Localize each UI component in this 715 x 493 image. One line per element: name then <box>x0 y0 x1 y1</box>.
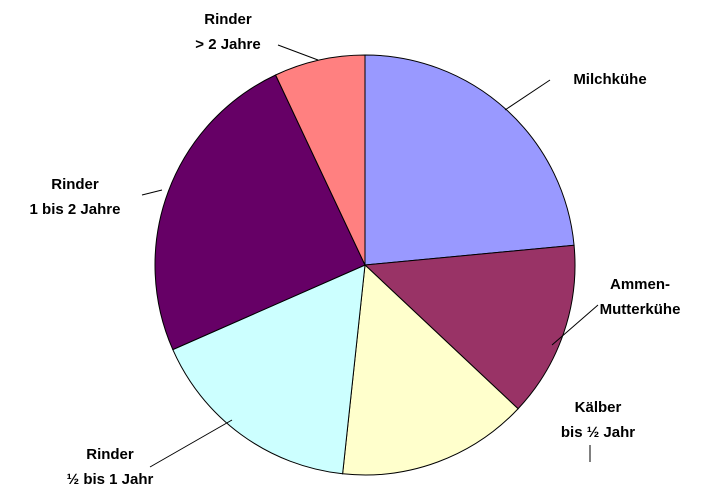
pie-slice <box>172 264 366 475</box>
pie-slice <box>274 54 366 266</box>
slice-label: Rinder <box>204 11 252 28</box>
pie-slice <box>363 244 576 410</box>
slice-label: Kälber <box>575 399 622 416</box>
pie-slice <box>342 263 519 476</box>
slice-label: Ammen- <box>610 276 670 293</box>
slice-label: Milchkühe <box>573 71 646 88</box>
leader-line <box>141 189 163 196</box>
slice-label: > 2 Jahre <box>195 36 260 53</box>
pie-slice <box>154 74 366 351</box>
slice-label: Rinder <box>86 446 134 463</box>
leader-line <box>551 304 599 346</box>
leader-line <box>149 419 233 468</box>
slice-label: ½ bis 1 Jahr <box>67 471 154 488</box>
leader-line <box>277 44 319 61</box>
leader-line <box>504 79 551 111</box>
slice-label: bis ½ Jahr <box>561 424 635 441</box>
slice-label: 1 bis 2 Jahre <box>30 201 121 218</box>
pie-slice <box>364 54 575 266</box>
slice-label: Mutterkühe <box>600 301 681 318</box>
slice-label: Rinder <box>51 176 99 193</box>
